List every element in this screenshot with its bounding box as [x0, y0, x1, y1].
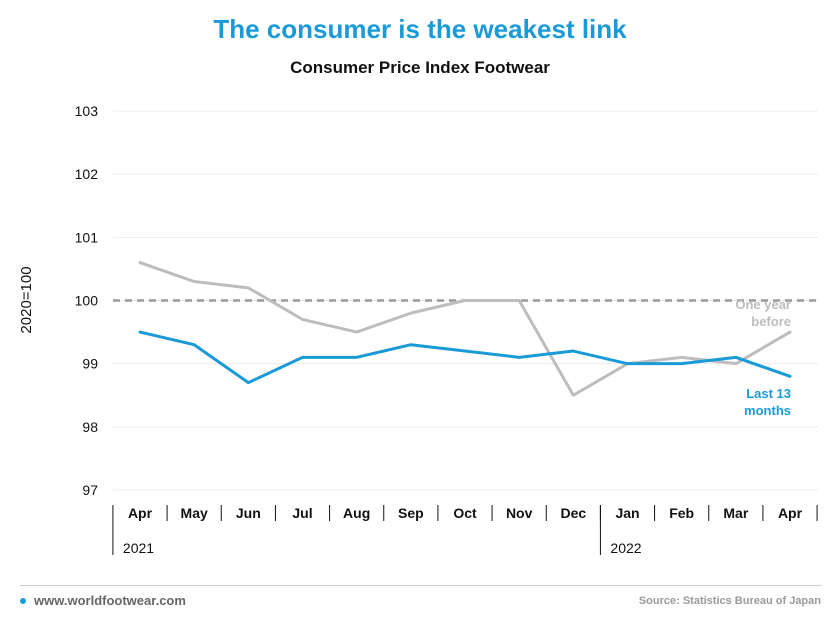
footer-website[interactable]: www.worldfootwear.com: [20, 593, 186, 608]
data-point-one-year-before: [247, 286, 250, 290]
data-point-one-year-before: [301, 318, 304, 321]
y-tick-label: 100: [75, 293, 99, 309]
x-tick-label: Sep: [398, 505, 424, 521]
y-axis-label: 2020=100: [18, 266, 35, 333]
series-label-one-year-before: before: [751, 314, 791, 329]
x-tick-label: Apr: [778, 505, 803, 521]
data-point-last-13-months: [192, 343, 196, 346]
x-tick-label: Jan: [615, 505, 639, 521]
footer-divider: [20, 585, 822, 586]
data-point-last-13-months: [409, 343, 413, 346]
year-label: 2022: [610, 540, 641, 556]
data-point-last-13-months: [301, 356, 304, 359]
data-point-last-13-months: [517, 356, 521, 359]
data-point-last-13-months: [734, 356, 738, 359]
data-point-one-year-before: [680, 356, 683, 359]
source-note: Source: Statistics Bureau of Japan: [638, 595, 821, 607]
x-tick-label: Nov: [506, 505, 533, 521]
series-label-last-13-months: Last 13: [746, 386, 791, 401]
data-point-one-year-before: [192, 280, 196, 283]
data-point-last-13-months: [788, 375, 792, 378]
year-label: 2021: [123, 540, 154, 556]
x-tick-label: Jun: [236, 505, 261, 521]
y-tick-label: 101: [75, 229, 99, 245]
series-label-last-13-months: months: [744, 403, 791, 418]
website-link[interactable]: www.worldfootwear.com: [34, 593, 186, 608]
data-point-one-year-before: [463, 299, 467, 302]
data-point-one-year-before: [734, 362, 738, 365]
series-label-one-year-before: One year: [735, 297, 791, 312]
data-point-one-year-before: [138, 261, 142, 264]
y-tick-label: 99: [82, 356, 98, 372]
x-tick-label: May: [181, 505, 208, 521]
chart-title: The consumer is the weakest link: [213, 14, 627, 44]
y-tick-label: 102: [75, 166, 99, 182]
x-tick-label: Oct: [453, 505, 477, 521]
y-tick-label: 98: [82, 419, 98, 435]
y-tick-label: 97: [82, 482, 98, 498]
data-point-one-year-before: [572, 394, 575, 397]
data-point-last-13-months: [463, 349, 467, 353]
data-point-one-year-before: [409, 311, 413, 315]
data-point-one-year-before: [355, 330, 358, 334]
x-tick-label: Aug: [343, 505, 370, 521]
x-tick-label: Dec: [560, 505, 586, 521]
line-chart: 97 98 99 100 101 102 103 2020=100 Apr May Jun Jul Au…: [18, 103, 818, 556]
data-point-last-13-months: [247, 381, 250, 384]
data-point-last-13-months: [572, 349, 575, 353]
data-point-last-13-months: [355, 356, 358, 359]
data-point-last-13-months: [626, 362, 629, 365]
x-tick-label: Feb: [669, 505, 694, 521]
data-point-last-13-months: [680, 362, 683, 365]
data-point-one-year-before: [788, 330, 792, 334]
data-point-one-year-before: [517, 299, 521, 302]
x-tick-label: Apr: [128, 505, 153, 521]
data-point-last-13-months: [138, 330, 142, 334]
x-tick-label: Jul: [292, 505, 312, 521]
bullet-icon: [20, 597, 26, 604]
y-tick-label: 103: [75, 103, 99, 119]
x-tick-label: Mar: [723, 505, 748, 521]
chart-subtitle: Consumer Price Index Footwear: [290, 58, 550, 77]
